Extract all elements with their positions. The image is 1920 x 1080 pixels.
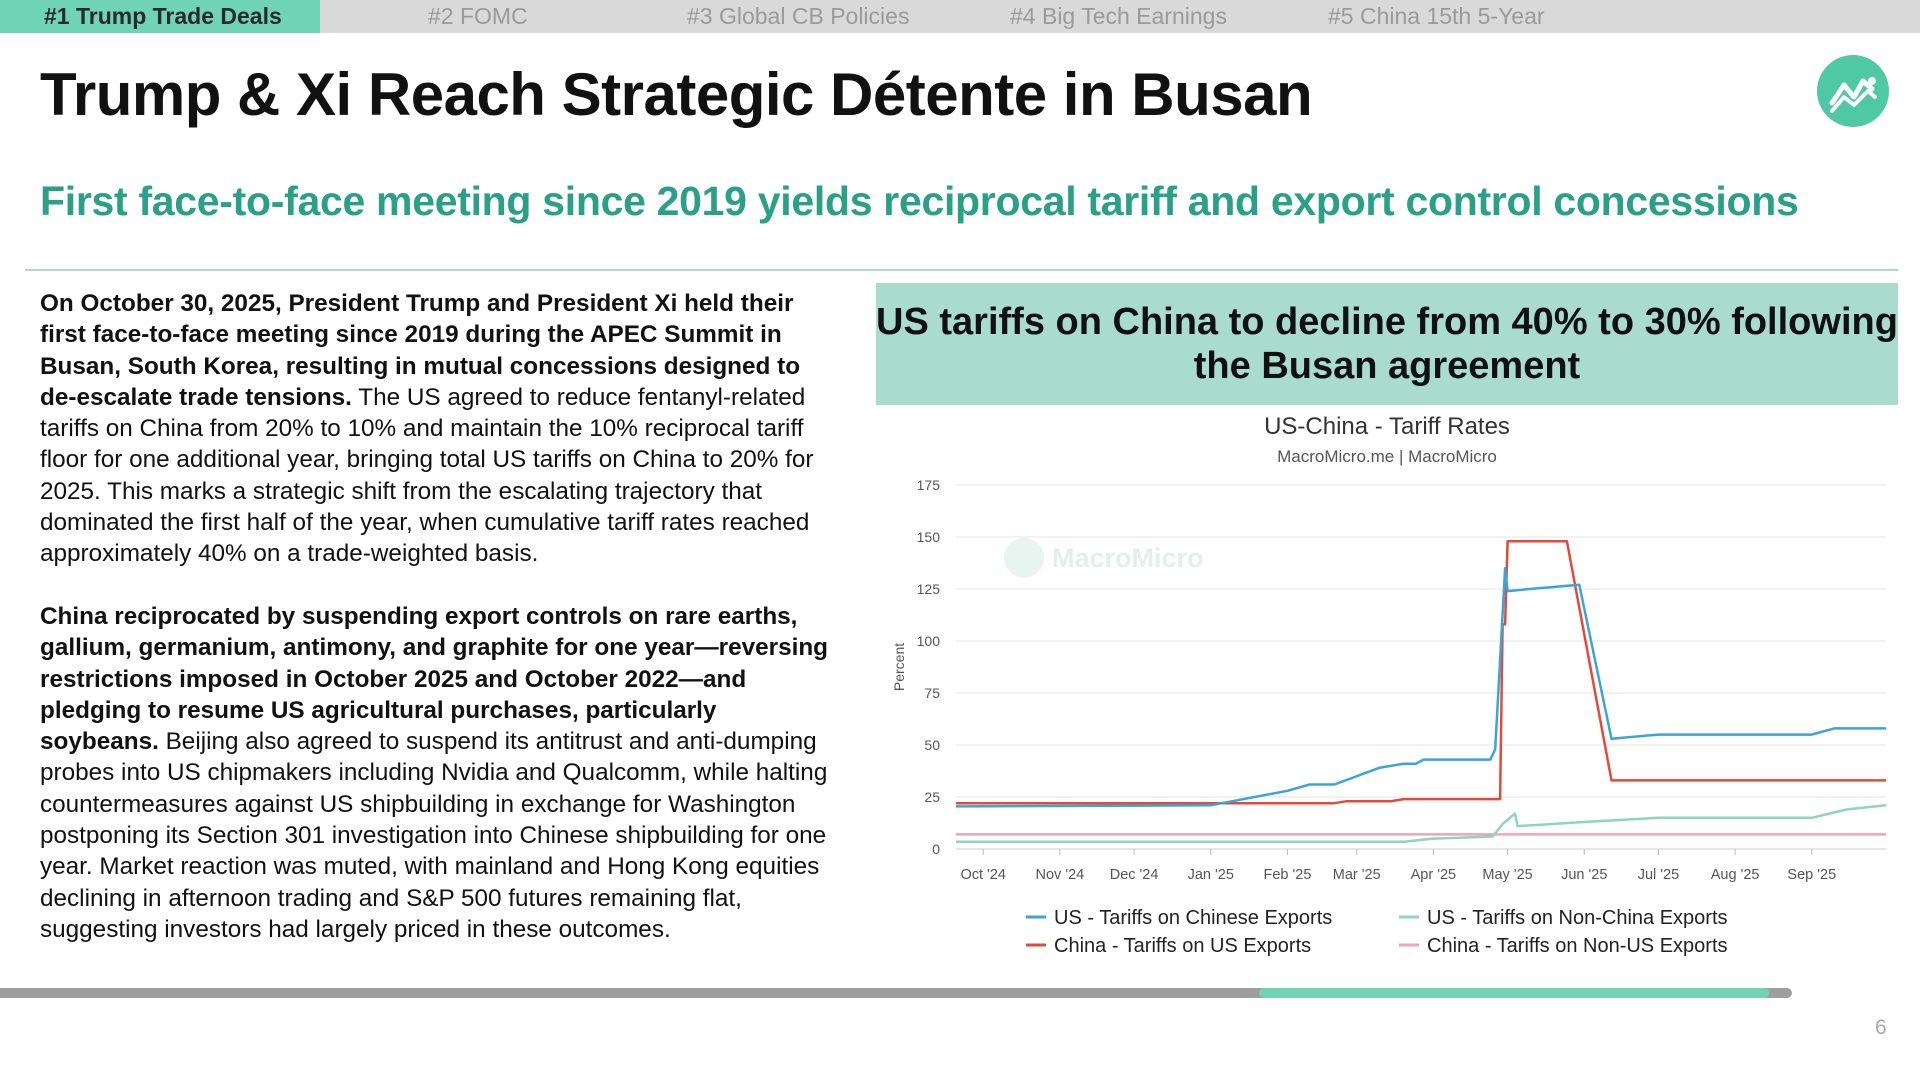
paragraph-1: On October 30, 2025, President Trump and… — [40, 288, 840, 570]
x-tick-label: Dec '24 — [1110, 867, 1159, 883]
x-tick-label: Feb '25 — [1263, 867, 1311, 883]
y-tick-label: 125 — [917, 581, 941, 597]
y-tick-label: 0 — [932, 841, 940, 857]
slide-subtitle: First face-to-face meeting since 2019 yi… — [40, 178, 1799, 224]
paragraph-1-rest: The US agreed to reduce fentanyl-related… — [40, 383, 814, 568]
y-tick-label: 50 — [924, 737, 940, 753]
y-tick-label: 75 — [924, 685, 940, 701]
x-tick-label: Oct '24 — [960, 867, 1005, 883]
x-tick-label: Jul '25 — [1638, 867, 1679, 883]
tab-china-15th-5-year[interactable]: #5 China 15th 5-Year — [1328, 3, 1545, 29]
legend-label: US - Tariffs on Chinese Exports — [1054, 907, 1332, 929]
section-tab-bar: #1 Trump Trade Deals #2 FOMC #3 Global C… — [0, 0, 1920, 33]
logo — [1817, 55, 1889, 127]
series-line — [955, 566, 1886, 808]
tab-fomc[interactable]: #2 FOMC — [428, 3, 528, 29]
x-tick-label: Jan '25 — [1188, 867, 1234, 883]
y-tick-label: 150 — [917, 529, 941, 545]
legend-label: China - Tariffs on Non-US Exports — [1427, 935, 1728, 957]
paragraph-2: China reciprocated by suspending export … — [40, 601, 840, 945]
progress-fill — [1259, 988, 1770, 998]
tab-big-tech-earnings[interactable]: #4 Big Tech Earnings — [1010, 3, 1227, 29]
legend-label: China - Tariffs on US Exports — [1054, 935, 1311, 957]
y-axis-label: Percent — [891, 643, 907, 691]
x-tick-label: Sep '25 — [1787, 867, 1836, 883]
x-tick-label: Nov '24 — [1036, 867, 1085, 883]
tab-trump-trade-deals[interactable]: #1 Trump Trade Deals — [0, 0, 320, 33]
paragraph-2-lead: China reciprocated by suspending export … — [40, 602, 829, 756]
chart-headline-box: US tariffs on China to decline from 40% … — [876, 283, 1898, 405]
x-tick-label: Apr '25 — [1411, 867, 1457, 883]
slide-title: Trump & Xi Reach Strategic Détente in Bu… — [40, 61, 1313, 128]
legend-label: US - Tariffs on Non-China Exports — [1427, 907, 1728, 929]
y-tick-label: 25 — [924, 789, 940, 805]
paragraph-2-rest: Beijing also agreed to suspend its antit… — [40, 728, 828, 943]
divider — [25, 269, 1898, 271]
series-line — [956, 804, 1887, 843]
series-line — [956, 539, 1886, 805]
tab-global-cb-policies[interactable]: #3 Global CB Policies — [687, 3, 910, 29]
chart-plot: MacroMicro 0 25 50 75 100 125 150 175 Oct '24 Nov … — [891, 477, 1887, 957]
y-tick-label: 175 — [917, 477, 941, 493]
chart-headline: US tariffs on China to decline from 40% … — [876, 301, 1898, 387]
chart-title: US-China - Tariff Rates — [1264, 413, 1510, 440]
progress-track — [0, 988, 1792, 998]
watermark-icon — [1004, 537, 1044, 578]
paragraph-1-lead: On October 30, 2025, President Trump and… — [40, 290, 801, 411]
x-tick-label: May '25 — [1482, 867, 1532, 883]
y-tick-label: 100 — [917, 633, 941, 649]
x-tick-label: Jun '25 — [1561, 867, 1607, 883]
trend-chart-icon — [1829, 77, 1877, 113]
chart-source: MacroMicro.me | MacroMicro — [1277, 447, 1497, 466]
x-tick-label: Mar '25 — [1333, 867, 1381, 883]
body-text: On October 30, 2025, President Trump and… — [40, 288, 840, 945]
page-number: 6 — [1875, 1016, 1887, 1039]
chart-watermark: MacroMicro — [1052, 543, 1204, 573]
tariff-chart: US-China - Tariff Rates MacroMicro.me | … — [876, 405, 1898, 965]
x-tick-label: Aug '25 — [1711, 867, 1760, 883]
